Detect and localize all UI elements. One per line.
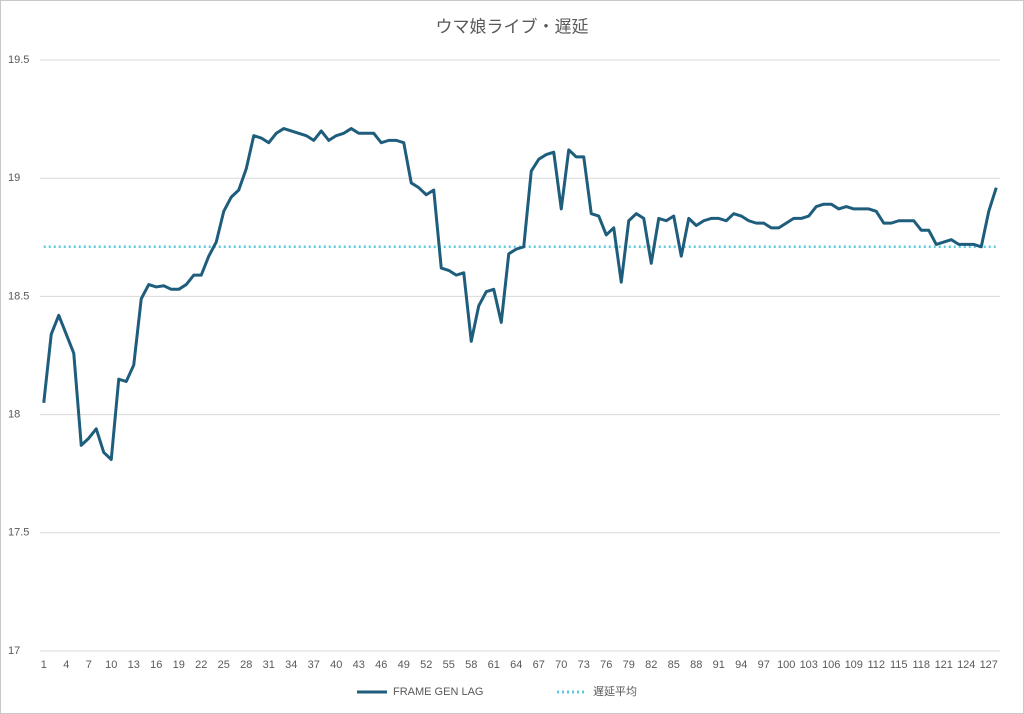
x-tick-label: 16 (150, 659, 162, 671)
x-tick-label: 64 (510, 659, 522, 671)
x-tick-label: 34 (285, 659, 297, 671)
x-tick-label: 49 (398, 659, 410, 671)
x-tick-label: 91 (713, 659, 725, 671)
x-tick-label: 22 (195, 659, 207, 671)
x-tick-label: 10 (105, 659, 117, 671)
chart-title: ウマ娘ライブ・遅延 (436, 16, 589, 36)
x-tick-label: 55 (443, 659, 455, 671)
y-tick-label: 19.5 (8, 54, 29, 66)
x-tick-label: 67 (533, 659, 545, 671)
x-tick-label: 7 (86, 659, 92, 671)
x-tick-label: 79 (623, 659, 635, 671)
x-tick-label: 43 (353, 659, 365, 671)
x-tick-label: 76 (600, 659, 612, 671)
y-tick-label: 17 (8, 645, 20, 657)
x-tick-label: 61 (488, 659, 500, 671)
x-tick-label: 52 (420, 659, 432, 671)
x-tick-label: 121 (935, 659, 953, 671)
x-tick-label: 4 (63, 659, 69, 671)
y-tick-label: 19 (8, 172, 20, 184)
x-tick-label: 19 (173, 659, 185, 671)
x-tick-label: 118 (912, 659, 930, 671)
x-tick-label: 88 (690, 659, 702, 671)
x-tick-label: 85 (668, 659, 680, 671)
x-tick-label: 1 (41, 659, 47, 671)
x-tick-label: 127 (980, 659, 998, 671)
series-line (42, 127, 998, 462)
y-tick-label: 17.5 (8, 527, 29, 539)
x-tick-label: 73 (578, 659, 590, 671)
x-tick-label: 94 (735, 659, 747, 671)
x-tick-label: 58 (465, 659, 477, 671)
y-tick-label: 18 (8, 409, 20, 421)
x-tick-label: 13 (128, 659, 140, 671)
x-tick-label: 115 (890, 659, 908, 671)
x-tick-label: 82 (645, 659, 657, 671)
x-tick-label: 37 (308, 659, 320, 671)
x-tick-label: 70 (555, 659, 567, 671)
x-tick-label: 109 (845, 659, 863, 671)
x-tick-label: 112 (867, 659, 885, 671)
x-tick-label: 97 (758, 659, 770, 671)
x-tick-label: 100 (777, 659, 795, 671)
x-tick-label: 46 (375, 659, 387, 671)
legend-label: FRAME GEN LAG (393, 686, 483, 698)
x-tick-label: 28 (240, 659, 252, 671)
x-tick-label: 25 (218, 659, 230, 671)
x-tick-label: 106 (822, 659, 840, 671)
y-tick-label: 18.5 (8, 290, 29, 302)
x-tick-label: 124 (957, 659, 975, 671)
legend-label: 遅延平均 (593, 685, 637, 698)
x-tick-label: 31 (263, 659, 275, 671)
x-tick-label: 40 (330, 659, 342, 671)
x-tick-label: 103 (800, 659, 818, 671)
